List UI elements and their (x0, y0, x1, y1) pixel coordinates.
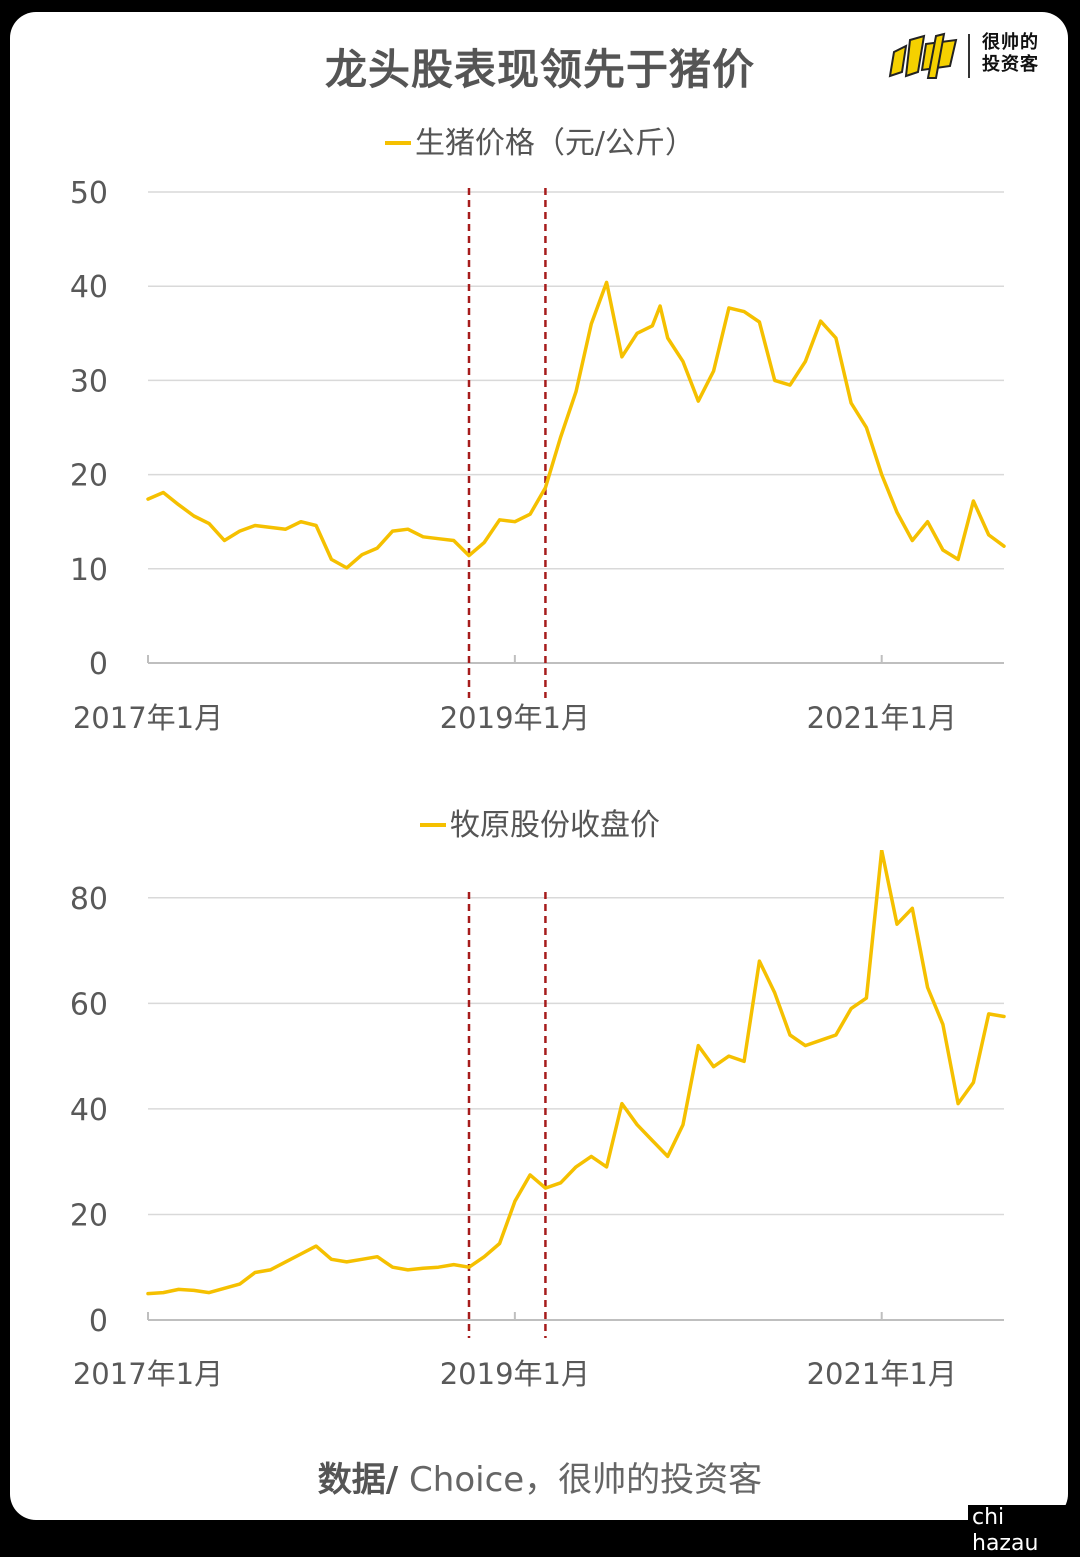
legend-label: 牧原股份收盘价 (450, 808, 660, 843)
legend-pig-price: 生猪价格（元/公斤） (0, 118, 1080, 162)
y-tick-label: 50 (70, 176, 108, 211)
x-tick-label: 2017年1月 (73, 701, 223, 735)
x-tick-label: 2021年1月 (807, 701, 957, 735)
source-label: 数据/ (318, 1460, 398, 1500)
source-note: 数据/ Choice，很帅的投资客 (0, 1452, 1080, 1501)
y-tick-label: 0 (89, 1304, 108, 1339)
logo-text: 很帅的 投资客 (982, 32, 1039, 76)
y-tick-label: 10 (70, 553, 108, 588)
logo-text-line1: 很帅的 (982, 32, 1039, 54)
legend-swatch (385, 141, 411, 145)
y-tick-label: 60 (70, 987, 108, 1022)
y-tick-label: 20 (70, 1198, 108, 1233)
x-tick-label: 2017年1月 (73, 1357, 223, 1391)
series-line (148, 850, 1004, 1293)
logo-mark-icon (888, 32, 960, 80)
x-tick-label: 2019年1月 (440, 701, 590, 735)
watermark: chi hazau (968, 1505, 1080, 1557)
logo-text-line2: 投资客 (982, 54, 1039, 76)
muyuan-price-chart: 0 20 40 60 80 2017年1月 2019年1月 2021年1月 (0, 850, 1080, 1410)
legend-muyuan-price: 牧原股份收盘价 (0, 800, 1080, 844)
y-tick-label: 30 (70, 364, 108, 399)
legend-swatch (420, 823, 446, 827)
x-tick-label: 2021年1月 (807, 1357, 957, 1391)
legend-label: 生猪价格（元/公斤） (415, 126, 695, 161)
pig-price-chart: 0 10 20 30 40 50 2017年1月 2019年1月 2021年1月 (0, 170, 1080, 750)
y-tick-label: 40 (70, 1093, 108, 1128)
y-tick-label: 80 (70, 882, 108, 917)
series-line (148, 282, 1004, 568)
y-tick-label: 0 (89, 647, 108, 682)
y-tick-label: 20 (70, 459, 108, 494)
y-tick-label: 40 (70, 270, 108, 305)
logo: 很帅的 投资客 (888, 30, 1058, 82)
x-tick-label: 2019年1月 (440, 1357, 590, 1391)
logo-separator (968, 34, 970, 78)
source-text: Choice，很帅的投资客 (398, 1460, 762, 1500)
